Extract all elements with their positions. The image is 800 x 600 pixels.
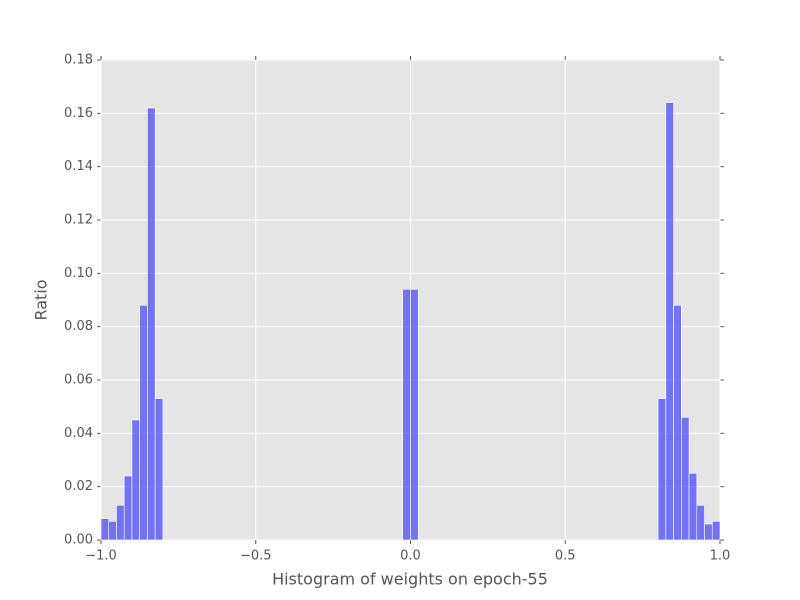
bar — [711, 521, 721, 541]
bar — [139, 305, 148, 541]
bar — [673, 305, 682, 541]
bar — [681, 417, 690, 541]
y-tick-label: 0.02 — [64, 479, 93, 494]
bar — [131, 419, 140, 541]
bar — [100, 518, 110, 541]
y-tick-label: 0.18 — [64, 53, 93, 68]
y-tick-label: 0.10 — [64, 266, 93, 281]
bar — [688, 473, 698, 541]
y-tick-label: 0.16 — [64, 106, 93, 121]
bar — [402, 289, 411, 541]
bar — [410, 289, 419, 541]
bar — [123, 475, 133, 541]
bar — [154, 398, 164, 541]
x-axis-label: Histogram of weights on epoch-55 — [272, 570, 548, 589]
x-tick-label: 1.0 — [710, 549, 731, 564]
x-tick-label: 0.0 — [400, 549, 421, 564]
y-tick-label: 0.06 — [64, 373, 93, 388]
bar — [696, 505, 705, 541]
y-axis-label: Ratio — [32, 279, 51, 320]
x-tick-label: −1.0 — [85, 549, 117, 564]
bar — [147, 107, 156, 541]
y-tick-label: 0.08 — [64, 319, 93, 334]
y-tick-label: 0.12 — [64, 213, 93, 228]
x-tick-label: 0.5 — [555, 549, 576, 564]
bar — [704, 523, 713, 541]
y-tick-label: 0.00 — [64, 533, 93, 548]
bar — [657, 398, 667, 541]
x-tick-label: −0.5 — [240, 549, 272, 564]
y-tick-label: 0.04 — [64, 426, 93, 441]
bar — [665, 102, 674, 541]
y-tick-label: 0.14 — [64, 159, 93, 174]
bar — [108, 521, 117, 541]
bar — [116, 505, 125, 541]
